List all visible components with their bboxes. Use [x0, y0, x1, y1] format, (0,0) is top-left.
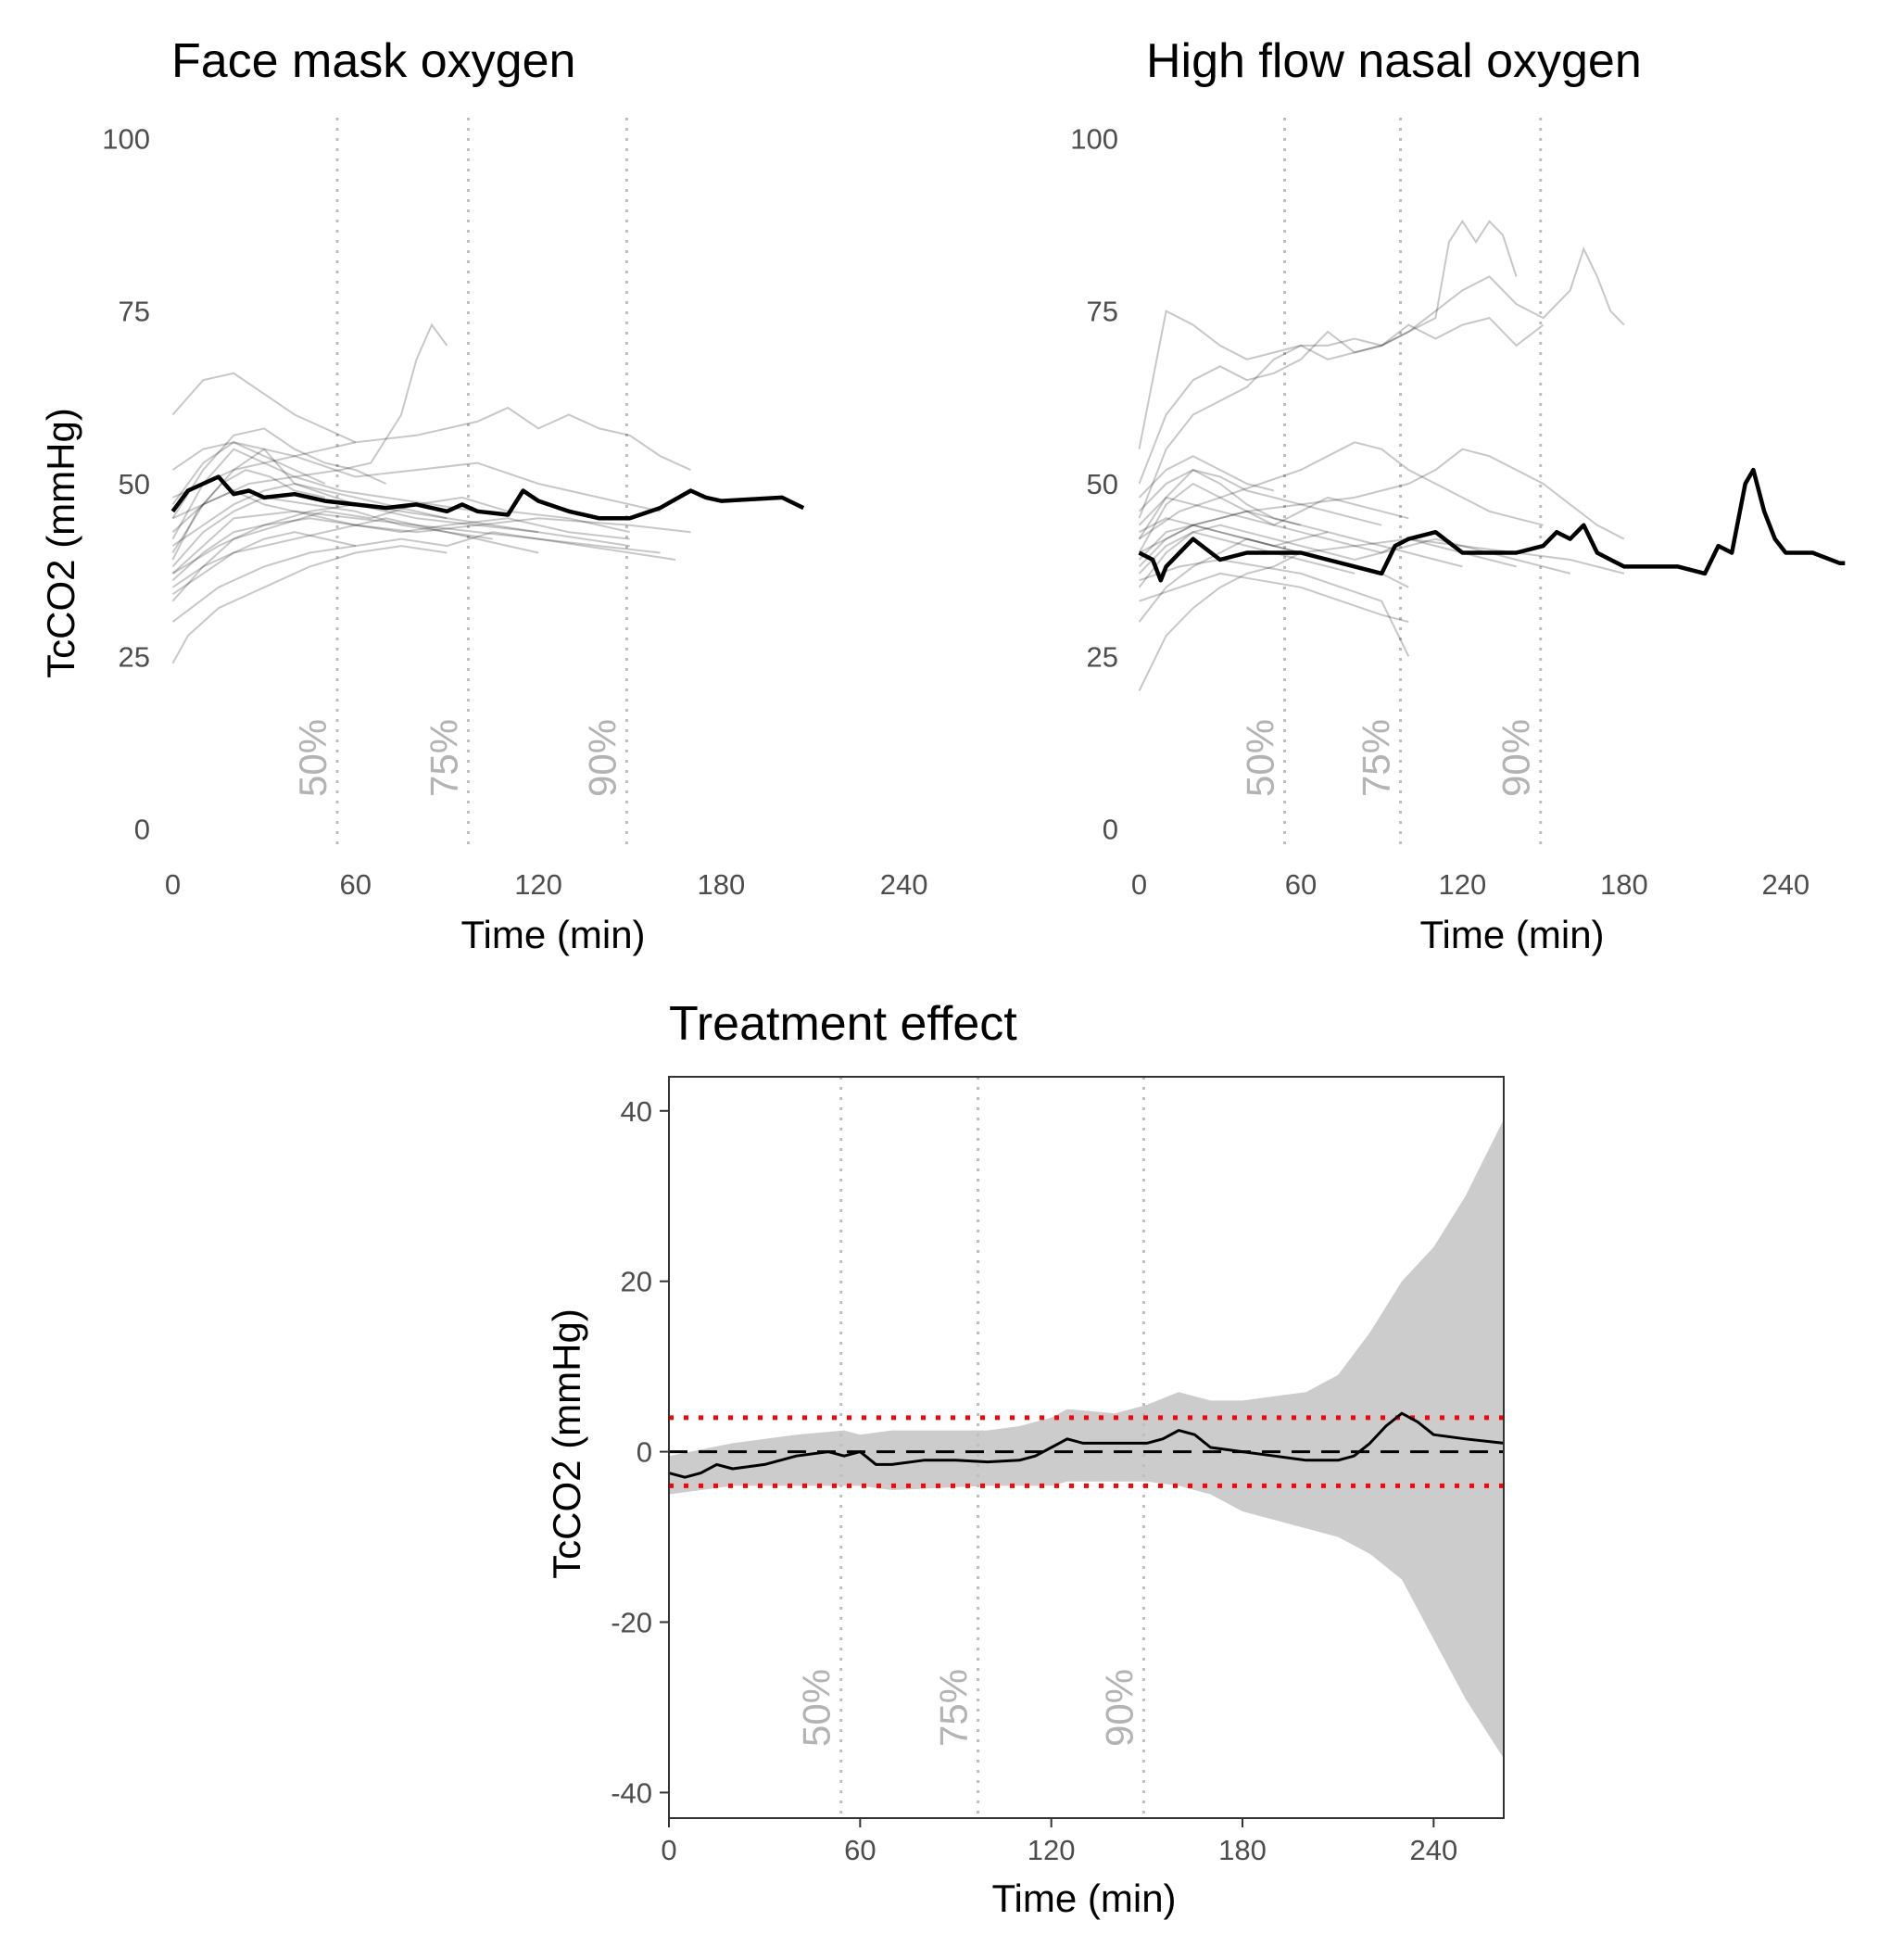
y-tick-label: 25	[1087, 640, 1118, 673]
patient-trace	[1138, 468, 1302, 540]
patient-trace	[171, 372, 357, 444]
x-tick-label: 60	[844, 1834, 876, 1866]
patient-trace	[171, 496, 630, 588]
patient-trace	[1138, 469, 1382, 526]
patient-trace	[171, 531, 676, 623]
patient-trace	[171, 406, 691, 499]
y-tick-label: 40	[621, 1095, 652, 1128]
patient-trace	[171, 427, 387, 519]
patient-trace	[1138, 524, 1570, 588]
y-tick-label: 100	[1070, 122, 1118, 155]
x-tick-label: 0	[1131, 868, 1147, 901]
patient-trace	[1138, 482, 1329, 553]
x-axis-title: Time (min)	[460, 913, 645, 956]
patient-trace	[1139, 558, 1410, 657]
reference-line-label: 50%	[291, 719, 334, 797]
x-tick-label: 120	[1028, 1834, 1076, 1866]
x-axis-title: Time (min)	[991, 1876, 1176, 1920]
x-tick-label: 240	[1409, 1834, 1457, 1866]
x-tick-label: 0	[165, 868, 181, 901]
patient-trace	[171, 545, 448, 664]
x-tick-label: 120	[514, 868, 562, 901]
patient-trace	[1139, 448, 1625, 554]
y-tick-label: 20	[621, 1266, 652, 1298]
y-tick-label: 25	[119, 640, 150, 673]
reference-line-label: 75%	[422, 719, 465, 797]
patient-trace	[1138, 510, 1517, 568]
reference-line-label: 90%	[1097, 1669, 1141, 1747]
patient-trace	[171, 469, 326, 561]
patient-trace	[1138, 316, 1545, 485]
patient-trace	[1138, 531, 1355, 575]
reference-line-label: 90%	[1494, 719, 1538, 797]
x-tick-label: 180	[697, 868, 745, 901]
patient-trace	[1138, 496, 1409, 526]
estimate-line	[668, 1411, 1505, 1479]
x-tick-label: 0	[661, 1834, 676, 1866]
patient-trace	[171, 517, 691, 602]
reference-line-label: 50%	[795, 1669, 839, 1747]
x-tick-label: 180	[1600, 868, 1648, 901]
patient-trace	[1139, 572, 1409, 624]
x-tick-label: 240	[880, 868, 928, 901]
patient-trace	[171, 489, 539, 554]
y-tick-label: 75	[119, 296, 150, 328]
reference-line-label: 50%	[1239, 719, 1282, 797]
patient-trace	[1138, 441, 1544, 540]
patient-trace	[1138, 455, 1275, 499]
x-axis-title: Time (min)	[1419, 913, 1604, 956]
patient-trace	[171, 441, 326, 505]
reference-line-label: 90%	[580, 719, 624, 797]
reference-line-label: 75%	[932, 1669, 976, 1747]
y-tick-label: 50	[1087, 468, 1118, 500]
x-tick-label: 240	[1761, 868, 1809, 901]
y-tick-label: -20	[611, 1607, 652, 1639]
patient-trace	[171, 503, 630, 575]
y-tick-label: 0	[1103, 814, 1118, 846]
patient-trace	[1138, 246, 1625, 519]
reference-line-label: 75%	[1355, 719, 1398, 797]
y-tick-label: 0	[134, 814, 150, 846]
patient-trace	[171, 441, 661, 512]
x-tick-label: 180	[1218, 1834, 1267, 1866]
y-tick-label: 50	[119, 468, 150, 500]
x-tick-label: 60	[340, 868, 372, 901]
panel-title: Treatment effect	[669, 997, 1017, 1051]
patient-trace	[171, 322, 448, 520]
high-flow-nasal-oxygen-panel: High flow nasal oxygen Time (min) 50% 75%…	[1070, 34, 1846, 956]
patient-trace	[171, 448, 478, 540]
panel-title: Face mask oxygen	[171, 34, 575, 88]
y-tick-label: 0	[637, 1436, 652, 1469]
x-tick-label: 120	[1439, 868, 1487, 901]
patient-trace	[171, 531, 357, 596]
y-tick-label: -40	[611, 1776, 652, 1809]
panel-title: High flow nasal oxygen	[1146, 34, 1642, 88]
patient-trace	[1139, 517, 1463, 568]
y-axis-title: TcCO2 (mmHg)	[545, 1308, 588, 1579]
median-line	[170, 474, 805, 521]
y-axis-title: TcCO2 (mmHg)	[39, 408, 82, 678]
x-tick-label: 60	[1285, 868, 1317, 901]
y-tick-label: 75	[1087, 296, 1118, 328]
patient-trace	[171, 510, 661, 575]
patient-trace	[171, 517, 630, 582]
patient-trace	[1138, 219, 1518, 449]
confidence-band	[669, 1119, 1504, 1759]
plot-frame	[668, 1076, 1505, 1819]
face-mask-oxygen-panel: Face mask oxygen Time (min) TcCO2 (mmHg)…	[39, 34, 928, 956]
patient-trace	[171, 496, 493, 568]
y-tick-label: 100	[102, 122, 150, 155]
median-line	[1138, 467, 1846, 583]
patient-trace	[171, 448, 539, 554]
treatment-effect-panel: Treatment effect Time (min) TcCO2 (mmHg)…	[545, 997, 1505, 1920]
